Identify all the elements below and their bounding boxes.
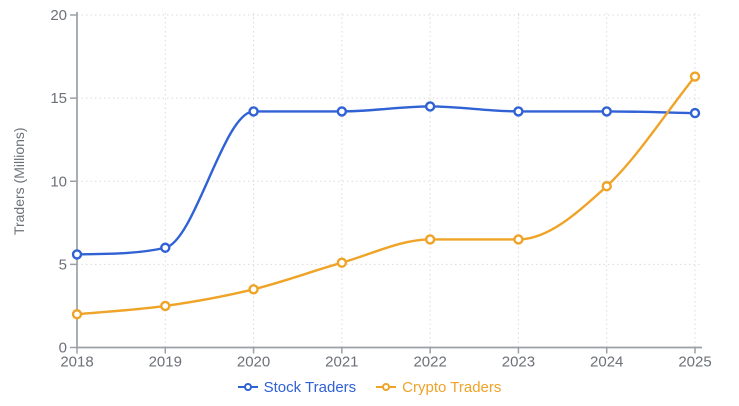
- crypto-traders-point-2025: [689, 71, 701, 82]
- crypto-traders-point-2022: [424, 234, 436, 245]
- crypto-traders-point-2018: [71, 309, 83, 320]
- legend-label: Crypto Traders: [402, 378, 502, 396]
- crypto-traders-point-2023: [513, 234, 524, 245]
- stock-traders-point-2023: [513, 106, 524, 117]
- y-tick-label-5: 5: [59, 256, 67, 273]
- stock-traders-point-2020: [248, 106, 259, 117]
- x-tick-label-2022: 2022: [413, 354, 446, 371]
- chart-canvas: 0 5 10 15 20 2018 2019 2020 2021 2022 2023 2024 2025…: [11, 7, 712, 371]
- stock-traders-point-2018: [71, 249, 83, 260]
- chart-legend: Stock Traders Crypto Traders: [0, 372, 739, 402]
- stock-traders-point-2024: [601, 106, 612, 117]
- x-tick-label-2018: 2018: [60, 354, 93, 371]
- x-tick-label-2021: 2021: [325, 354, 358, 371]
- y-tick-label-15: 15: [50, 90, 67, 107]
- x-tick-label-2024: 2024: [590, 354, 623, 371]
- legend-marker-icon: [237, 383, 258, 391]
- x-tick-label-2023: 2023: [502, 354, 535, 371]
- x-tick-label-2020: 2020: [237, 354, 270, 371]
- stock-traders-point-2019: [160, 242, 171, 253]
- legend-item-stock-traders[interactable]: Stock Traders: [237, 378, 357, 396]
- stock-traders-point-2025: [689, 107, 701, 119]
- y-tick-label-10: 10: [50, 173, 67, 190]
- legend-item-crypto-traders[interactable]: Crypto Traders: [376, 380, 501, 395]
- legend-label: Stock Traders: [263, 378, 357, 396]
- crypto-traders-point-2024: [601, 181, 612, 192]
- stock-traders-line: [75, 105, 697, 256]
- crypto-traders-point-2019: [160, 300, 171, 312]
- stock-traders-point-2022: [424, 101, 436, 112]
- crypto-traders-point-2020: [248, 284, 259, 295]
- x-tick-label-2025: 2025: [678, 354, 711, 371]
- legend-marker-icon: [376, 383, 397, 391]
- y-tick-label-0: 0: [59, 340, 67, 357]
- stock-traders-point-2021: [336, 106, 348, 117]
- y-tick-label-20: 20: [50, 7, 67, 24]
- y-axis-title: Traders (Millions): [11, 127, 27, 235]
- crypto-traders-point-2021: [336, 257, 348, 268]
- x-tick-label-2019: 2019: [149, 354, 182, 371]
